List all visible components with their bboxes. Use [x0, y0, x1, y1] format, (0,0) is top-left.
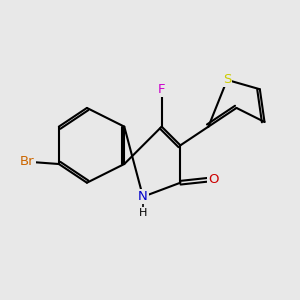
- Text: H: H: [139, 208, 147, 218]
- Text: O: O: [208, 173, 218, 186]
- Text: N: N: [138, 190, 148, 203]
- Text: S: S: [223, 74, 231, 86]
- Text: Br: Br: [20, 155, 34, 168]
- Text: F: F: [158, 83, 165, 96]
